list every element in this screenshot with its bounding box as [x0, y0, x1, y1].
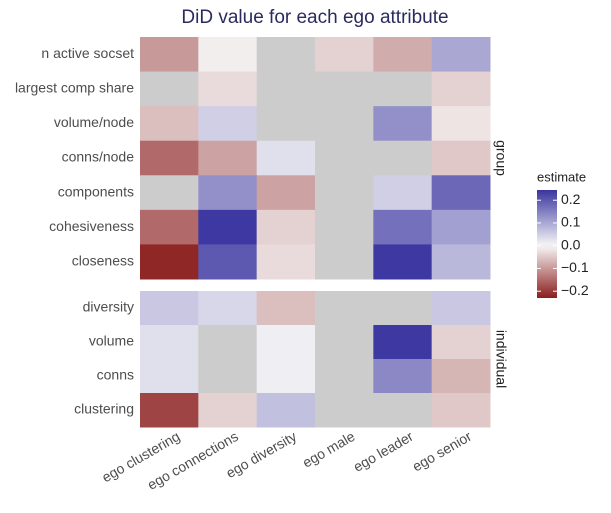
y-tick-label: diversity — [83, 299, 134, 315]
heatmap-cell — [373, 359, 433, 394]
heatmap-cell — [431, 106, 491, 142]
heatmap-cell — [373, 393, 433, 428]
heatmap-cell — [315, 37, 374, 73]
facet-label: group — [493, 140, 509, 176]
heatmap-cell — [256, 209, 316, 245]
heatmap-cell — [198, 325, 258, 360]
heatmap-cell — [140, 209, 199, 245]
colorbar-tick-label: 0.0 — [561, 236, 581, 252]
heatmap-cell — [315, 106, 374, 142]
heatmap-cell — [198, 244, 258, 280]
heatmap-cell — [140, 393, 199, 428]
y-tick-label: cohesiveness — [49, 218, 134, 234]
heatmap-cell — [373, 175, 433, 211]
y-tick-label: volume — [89, 333, 134, 349]
heatmap-cell — [373, 37, 433, 73]
heatmap-cell — [431, 71, 491, 107]
facet-label: individual — [493, 330, 509, 388]
heatmap-cell — [373, 244, 433, 280]
heatmap-cell — [140, 325, 199, 360]
heatmap-cell — [315, 209, 374, 245]
heatmap-cell — [431, 359, 491, 394]
heatmap-cell — [431, 140, 491, 176]
legend-title: estimate — [537, 169, 586, 184]
colorbar-tick-label: −0.1 — [561, 259, 589, 275]
heatmap-cell — [431, 37, 491, 73]
x-tick-label: ego leader — [351, 428, 417, 475]
heatmap-cell — [315, 359, 374, 394]
heatmap-cell — [256, 106, 316, 142]
y-tick-label: components — [58, 183, 134, 199]
heatmap-cell — [256, 244, 316, 280]
heatmap-cell — [315, 71, 374, 107]
heatmap-cell — [315, 175, 374, 211]
heatmap-cell — [373, 291, 433, 326]
heatmap-cell — [140, 106, 199, 142]
heatmap-cell — [140, 37, 199, 73]
y-tick-label: largest comp share — [15, 80, 134, 96]
heatmap-cell — [256, 71, 316, 107]
heatmap-cell — [198, 140, 258, 176]
x-tick-label: ego male — [300, 428, 358, 471]
heatmap-cell — [373, 71, 433, 107]
heatmap-cell — [256, 291, 316, 326]
y-tick-label: volume/node — [54, 114, 134, 130]
heatmap-cell — [431, 291, 491, 326]
heatmap-cell — [256, 175, 316, 211]
heatmap-cell — [140, 291, 199, 326]
heatmap-cell — [256, 37, 316, 73]
heatmap-cell — [140, 140, 199, 176]
heatmap-cell — [373, 325, 433, 360]
colorbar — [537, 190, 557, 298]
heatmap-cell — [198, 209, 258, 245]
y-tick-label: clustering — [74, 401, 134, 417]
heatmap-cell — [315, 244, 374, 280]
heatmap-cell — [315, 140, 374, 176]
heatmap-cell — [431, 175, 491, 211]
heatmap-cell — [256, 325, 316, 360]
heatmap-cell — [140, 175, 199, 211]
heatmap-cell — [198, 106, 258, 142]
colorbar-tick-label: −0.2 — [561, 282, 589, 298]
heatmap-cell — [431, 393, 491, 428]
heatmap-cell — [431, 209, 491, 245]
heatmap-cell — [256, 359, 316, 394]
heatmap-cell — [373, 209, 433, 245]
heatmap-cell — [256, 140, 316, 176]
heatmap-cell — [140, 244, 199, 280]
heatmap-cell — [256, 393, 316, 428]
chart-title: DiD value for each ego attribute — [181, 7, 448, 28]
heatmap-cell — [140, 71, 199, 107]
colorbar-tick-label: 0.1 — [561, 214, 581, 230]
heatmap-cell — [198, 37, 258, 73]
heatmap-cell — [140, 359, 199, 394]
heatmap-cell — [198, 71, 258, 107]
heatmap-cell — [431, 325, 491, 360]
heatmap-cell — [198, 175, 258, 211]
heatmap-cell — [431, 244, 491, 280]
colorbar-tick-label: 0.2 — [561, 191, 581, 207]
y-tick-label: n active socset — [41, 45, 134, 61]
heatmap-cell — [315, 325, 374, 360]
heatmap-cell — [198, 359, 258, 394]
heatmap-cell — [373, 106, 433, 142]
heatmap-cell — [373, 140, 433, 176]
heatmap-cell — [315, 291, 374, 326]
heatmap-cell — [198, 291, 258, 326]
y-tick-label: closeness — [72, 252, 134, 268]
heatmap-cell — [198, 393, 258, 428]
y-tick-label: conns — [97, 367, 134, 383]
y-tick-label: conns/node — [62, 149, 135, 165]
heatmap-cell — [315, 393, 374, 428]
x-tick-label: ego senior — [410, 428, 475, 475]
